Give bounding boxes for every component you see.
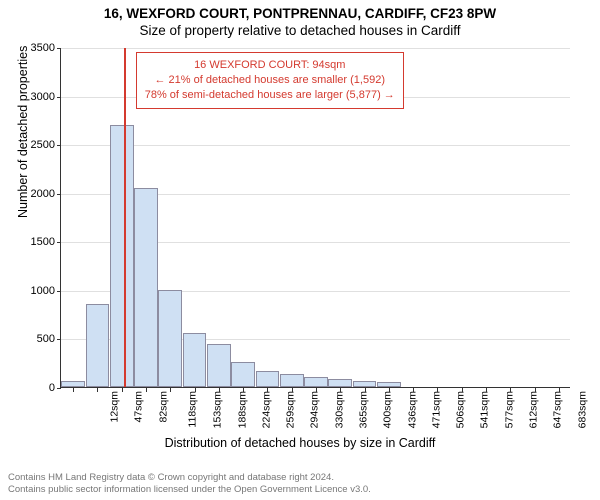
- histogram-bar: [304, 377, 328, 387]
- plot-region: 050010001500200025003000350012sqm47sqm82…: [60, 48, 570, 388]
- histogram-bar: [110, 125, 134, 387]
- histogram-bar: [377, 382, 401, 387]
- x-tick-mark: [73, 388, 74, 392]
- x-tick-mark: [413, 388, 414, 392]
- callout-line: 78% of semi-detached houses are larger (…: [145, 88, 395, 103]
- x-tick-label: 224sqm: [260, 391, 272, 428]
- x-tick-label: 436sqm: [406, 391, 418, 428]
- address-title: 16, WEXFORD COURT, PONTPRENNAU, CARDIFF,…: [0, 6, 600, 23]
- y-tick-label: 1000: [31, 285, 55, 297]
- x-tick-label: 612sqm: [527, 391, 539, 428]
- x-tick-mark: [462, 388, 463, 392]
- histogram-bar: [280, 374, 304, 387]
- x-tick-label: 577sqm: [503, 391, 515, 428]
- x-tick-label: 330sqm: [333, 391, 345, 428]
- property-marker-line: [124, 48, 126, 387]
- x-tick-mark: [146, 388, 147, 392]
- x-tick-mark: [195, 388, 196, 392]
- x-tick-mark: [510, 388, 511, 392]
- x-tick-mark: [292, 388, 293, 392]
- histogram-bar: [86, 304, 110, 387]
- footer-line-1: Contains HM Land Registry data © Crown c…: [8, 472, 371, 484]
- histogram-bar: [353, 381, 377, 387]
- histogram-bar: [134, 188, 158, 387]
- y-tick-label: 0: [49, 382, 55, 394]
- x-tick-label: 259sqm: [285, 391, 297, 428]
- x-tick-label: 12sqm: [109, 391, 121, 423]
- histogram-bar: [328, 379, 352, 387]
- x-tick-label: 118sqm: [187, 391, 199, 428]
- y-tick-mark: [57, 339, 61, 340]
- x-tick-label: 506sqm: [455, 391, 467, 428]
- y-tick-mark: [57, 97, 61, 98]
- footer-line-2: Contains public sector information licen…: [8, 484, 371, 496]
- x-tick-label: 400sqm: [382, 391, 394, 428]
- x-tick-mark: [243, 388, 244, 392]
- histogram-bar: [158, 290, 182, 387]
- y-tick-mark: [57, 242, 61, 243]
- x-tick-label: 47sqm: [133, 391, 145, 423]
- y-axis-label: Number of detached properties: [16, 46, 30, 218]
- x-tick-label: 82sqm: [157, 391, 169, 423]
- x-tick-mark: [437, 388, 438, 392]
- histogram-bar: [256, 371, 280, 388]
- histogram-bar: [207, 344, 231, 387]
- x-tick-label: 365sqm: [357, 391, 369, 428]
- property-callout: 16 WEXFORD COURT: 94sqm← 21% of detached…: [136, 52, 404, 109]
- x-tick-mark: [389, 388, 390, 392]
- footer: Contains HM Land Registry data © Crown c…: [8, 472, 371, 496]
- y-tick-label: 500: [37, 333, 55, 345]
- x-tick-label: 541sqm: [479, 391, 491, 428]
- gridline: [61, 48, 570, 49]
- chart-container: 16, WEXFORD COURT, PONTPRENNAU, CARDIFF,…: [0, 0, 600, 500]
- y-tick-label: 3500: [31, 42, 55, 54]
- title-block: 16, WEXFORD COURT, PONTPRENNAU, CARDIFF,…: [0, 0, 600, 40]
- x-tick-mark: [340, 388, 341, 392]
- x-tick-label: 647sqm: [552, 391, 564, 428]
- x-tick-label: 294sqm: [309, 391, 321, 428]
- x-tick-label: 683sqm: [576, 391, 588, 428]
- subtitle: Size of property relative to detached ho…: [0, 23, 600, 40]
- y-tick-mark: [57, 145, 61, 146]
- y-tick-mark: [57, 291, 61, 292]
- x-tick-mark: [122, 388, 123, 392]
- x-tick-mark: [219, 388, 220, 392]
- histogram-bar: [61, 381, 85, 387]
- y-tick-label: 2000: [31, 188, 55, 200]
- y-tick-label: 2500: [31, 139, 55, 151]
- x-tick-label: 471sqm: [430, 391, 442, 428]
- x-tick-mark: [365, 388, 366, 392]
- x-tick-mark: [559, 388, 560, 392]
- x-tick-mark: [170, 388, 171, 392]
- x-axis-label: Distribution of detached houses by size …: [0, 436, 600, 450]
- x-tick-mark: [97, 388, 98, 392]
- y-tick-label: 1500: [31, 236, 55, 248]
- histogram-bar: [231, 362, 255, 387]
- chart-area: 050010001500200025003000350012sqm47sqm82…: [60, 48, 570, 388]
- x-tick-label: 153sqm: [212, 391, 224, 428]
- y-tick-mark: [57, 48, 61, 49]
- y-tick-mark: [57, 194, 61, 195]
- y-tick-label: 3000: [31, 91, 55, 103]
- x-tick-mark: [267, 388, 268, 392]
- x-tick-mark: [535, 388, 536, 392]
- y-tick-mark: [57, 388, 61, 389]
- x-tick-mark: [486, 388, 487, 392]
- callout-line: ← 21% of detached houses are smaller (1,…: [145, 73, 395, 88]
- gridline: [61, 145, 570, 146]
- x-tick-label: 188sqm: [236, 391, 248, 428]
- callout-line: 16 WEXFORD COURT: 94sqm: [145, 58, 395, 73]
- histogram-bar: [183, 333, 207, 387]
- x-tick-mark: [316, 388, 317, 392]
